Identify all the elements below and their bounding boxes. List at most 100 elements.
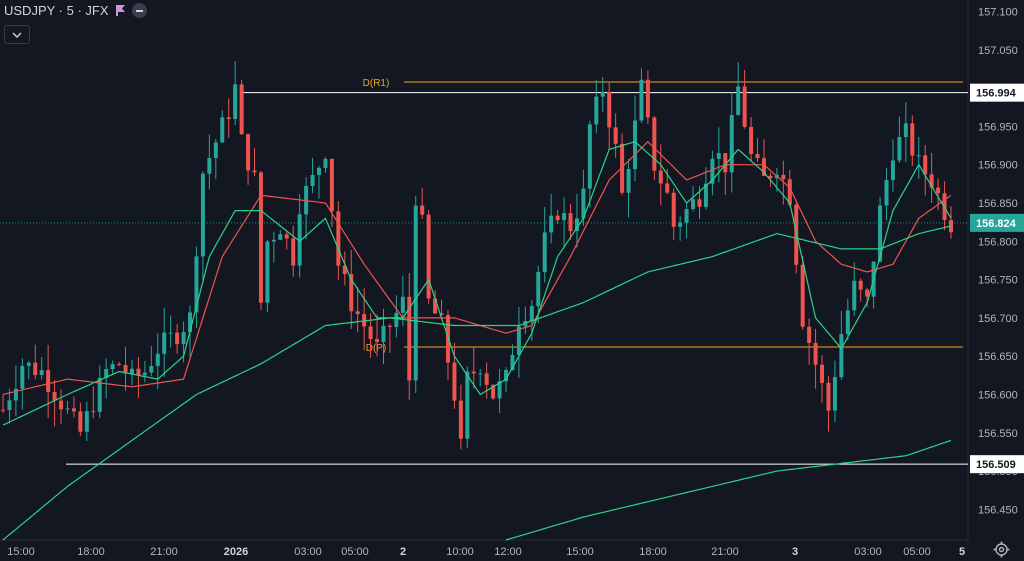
candle-body (504, 369, 509, 382)
price-tick-label: 156.850 (978, 198, 1018, 210)
time-tick-label: 2026 (224, 546, 248, 558)
candle-body (291, 238, 296, 266)
candle-body (749, 126, 754, 155)
candle-body (839, 334, 844, 378)
candle-body (697, 199, 702, 207)
candle-body (652, 117, 657, 171)
candle-body (200, 173, 205, 257)
candle-body (723, 153, 728, 173)
minimize-icon[interactable] (131, 3, 147, 18)
flag-icon[interactable] (115, 5, 126, 16)
candle-body (897, 137, 902, 161)
price-tick-label: 156.650 (978, 351, 1018, 363)
candle-body (278, 234, 283, 240)
collapse-legend-button[interactable] (4, 25, 30, 44)
candle-body (317, 167, 321, 176)
candle-body (742, 86, 747, 127)
candle-body (787, 179, 792, 205)
low-price-badge: 156.509 (976, 459, 1016, 471)
candle-body (832, 377, 837, 411)
candle-body (39, 370, 44, 376)
level-label-3: D(P) (366, 343, 387, 354)
candle-body (587, 124, 592, 189)
candle-body (878, 205, 883, 262)
candle-body (213, 142, 218, 159)
candle-body (478, 373, 483, 375)
candle-body (46, 370, 51, 393)
time-tick-label: 05:00 (341, 546, 369, 558)
candle-body (194, 256, 199, 313)
candle-body (381, 325, 386, 342)
price-tick-label: 157.100 (978, 6, 1018, 18)
candle-body (33, 362, 38, 376)
candle-body (736, 86, 741, 116)
candle-body (536, 272, 541, 307)
candle-body (168, 332, 173, 334)
candle-body (226, 117, 231, 120)
candle-body (678, 222, 683, 227)
candle-body (633, 120, 637, 170)
candle-body (620, 143, 625, 193)
candle-body (613, 127, 618, 144)
candle-body (59, 400, 64, 410)
price-tick-label: 156.450 (978, 504, 1018, 516)
candle-body (355, 311, 360, 315)
candle-body (413, 205, 418, 381)
candle-body (884, 180, 889, 206)
candle-body (626, 169, 631, 193)
candle-body (155, 353, 160, 367)
moving-averages-layer (2, 141, 952, 541)
candle-body (362, 314, 367, 327)
candle-body (903, 123, 908, 138)
candle-body (568, 213, 573, 232)
chart-header: USDJPY · 5 · JFX (4, 3, 147, 18)
symbol-title[interactable]: USDJPY · 5 · JFX (4, 3, 109, 18)
ma-slow-line (2, 225, 952, 541)
candle-body (349, 274, 354, 312)
candle-body (639, 79, 644, 121)
candle-body (387, 325, 392, 327)
candle-body (916, 155, 921, 157)
candle-body (516, 326, 521, 355)
candles-layer (1, 61, 953, 450)
time-tick-label: 15:00 (7, 546, 35, 558)
ma-mid-line (2, 141, 952, 396)
candle-body (342, 265, 347, 275)
gear-icon[interactable] (993, 541, 1010, 558)
candle-body (323, 158, 328, 168)
price-tick-label: 156.800 (978, 236, 1018, 248)
candle-body (97, 377, 102, 412)
candle-body (271, 239, 276, 242)
candle-body (716, 153, 721, 159)
candle-body (865, 289, 870, 297)
current-price-badge: 156.824 (976, 218, 1017, 230)
candle-body (239, 84, 244, 135)
time-tick-label: 03:00 (854, 546, 882, 558)
candle-body (671, 192, 676, 227)
candle-body (858, 280, 863, 290)
candle-body (104, 369, 109, 378)
candle-body (117, 364, 122, 366)
candle-body (26, 362, 31, 366)
candle-body (465, 371, 470, 439)
candle-body (220, 117, 225, 143)
candle-body (71, 408, 76, 412)
candle-body (781, 174, 786, 180)
time-tick-label: 5 (959, 546, 965, 558)
candle-body (471, 371, 476, 374)
candle-body (1, 409, 5, 411)
candle-body (13, 388, 18, 401)
time-axis-labels: 15:00 18:00 21:00 2026 03:00 05:00 2 10:00 12:00… (7, 546, 965, 558)
time-tick-label: 3 (792, 546, 798, 558)
candle-body (297, 214, 302, 266)
candle-body (394, 312, 399, 327)
candle-body (284, 234, 289, 239)
candle-body (936, 187, 941, 194)
candle-body (188, 312, 193, 333)
price-badges-layer: 156.994 156.509 156.824 (970, 83, 1024, 474)
high-price-badge-bg (970, 83, 1024, 102)
candle-body (910, 123, 915, 156)
candle-body (607, 91, 612, 128)
